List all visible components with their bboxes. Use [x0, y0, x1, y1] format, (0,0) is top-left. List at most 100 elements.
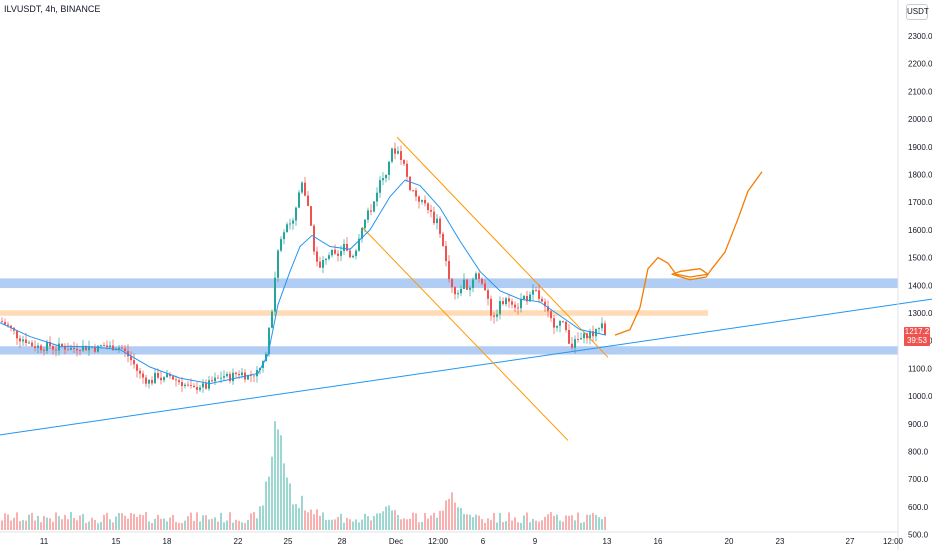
- volume-bar: [331, 519, 333, 530]
- volume-bar: [133, 513, 135, 530]
- volume-bar: [37, 515, 39, 530]
- volume-bar: [64, 514, 66, 530]
- volume-bar: [103, 514, 105, 530]
- last-price-tag: 1217.2 39:53: [904, 327, 930, 346]
- candle-body: [538, 290, 540, 299]
- candle-body: [226, 373, 228, 377]
- volume-bar: [208, 519, 210, 530]
- candle-body: [217, 377, 219, 379]
- channel-lower-line: [361, 226, 569, 441]
- volume-bar: [283, 463, 285, 530]
- candle-body: [169, 373, 171, 377]
- candle-body: [490, 298, 492, 316]
- volume-bar: [436, 517, 438, 530]
- candle-layer: [1, 142, 606, 394]
- price-tick-label: 2000.0: [908, 115, 932, 124]
- volume-bar: [22, 520, 24, 530]
- volume-bar: [598, 517, 600, 530]
- candle-body: [457, 293, 459, 295]
- time-tick-label: 28: [338, 537, 347, 546]
- volume-bar: [136, 517, 138, 530]
- candle-body: [160, 377, 162, 381]
- candle-body: [241, 372, 243, 376]
- candle-body: [436, 218, 438, 224]
- volume-bar: [565, 515, 567, 530]
- volume-bar: [271, 456, 273, 530]
- volume-bar: [211, 518, 213, 530]
- volume-bar: [106, 512, 108, 530]
- candle-body: [514, 304, 516, 308]
- candle-body: [574, 339, 576, 348]
- volume-bar: [142, 515, 144, 530]
- volume-bar: [526, 512, 528, 530]
- price-tick-label: 2300.0: [908, 32, 932, 41]
- candle-body: [211, 380, 213, 382]
- candle-body: [415, 190, 417, 197]
- candle-body: [70, 347, 72, 350]
- candle-body: [367, 210, 369, 220]
- candle-body: [190, 385, 192, 386]
- volume-bar: [109, 519, 111, 530]
- volume-bar: [412, 512, 414, 530]
- volume-bar: [466, 514, 468, 530]
- volume-bar: [511, 520, 513, 530]
- volume-layer: [1, 421, 606, 530]
- volume-bar: [328, 519, 330, 530]
- volume-bar: [169, 517, 171, 530]
- volume-bar: [577, 512, 579, 530]
- volume-bar: [301, 495, 303, 530]
- volume-bar: [574, 520, 576, 530]
- candle-body: [268, 327, 270, 354]
- volume-bar: [403, 518, 405, 530]
- volume-bar: [112, 522, 114, 530]
- candle-body: [313, 225, 315, 252]
- candle-body: [526, 295, 528, 302]
- candle-body: [40, 345, 42, 351]
- volume-bar: [151, 523, 153, 530]
- candle-body: [463, 279, 465, 289]
- candle-body: [604, 323, 606, 335]
- candle-body: [52, 346, 54, 350]
- currency-unit-button[interactable]: USDT: [906, 4, 929, 20]
- volume-bar: [361, 519, 363, 530]
- price-axis[interactable]: 2300.0 2200.0 2100.0 2000.0 1900.0 1800.0 1700…: [897, 0, 932, 550]
- price-tick-label: 1100.0: [908, 364, 932, 373]
- candle-body: [181, 382, 183, 387]
- volume-bar: [190, 512, 192, 530]
- time-tick-label: 23: [776, 537, 785, 546]
- volume-bar: [457, 507, 459, 530]
- volume-bar: [556, 514, 558, 530]
- volume-bar: [337, 516, 339, 530]
- volume-bar: [79, 515, 81, 530]
- candle-body: [325, 258, 327, 261]
- volume-bar: [247, 519, 249, 530]
- volume-bar: [505, 521, 507, 530]
- time-tick-label: 22: [234, 537, 243, 546]
- candle-body: [493, 315, 495, 317]
- candle-body: [205, 383, 207, 389]
- time-tick-label: 9: [533, 537, 538, 546]
- volume-bar: [364, 513, 366, 530]
- candle-body: [421, 199, 423, 202]
- volume-bar: [508, 512, 510, 530]
- volume-bar: [274, 421, 276, 530]
- time-axis[interactable]: 11 15 18 22 25 28 Dec 12:00 6 9 13 16 20 23 27 12:00: [0, 531, 904, 546]
- volume-bar: [433, 512, 435, 530]
- candle-body: [484, 283, 486, 291]
- price-tick-label: 2100.0: [908, 87, 932, 96]
- volume-bar: [460, 508, 462, 530]
- volume-bar: [484, 522, 486, 530]
- candle-body: [475, 273, 477, 280]
- volume-bar: [49, 518, 51, 530]
- candle-body: [22, 339, 24, 342]
- candle-body: [184, 384, 186, 387]
- candle-body: [67, 349, 69, 351]
- candle-body: [1, 321, 3, 323]
- volume-bar: [52, 521, 54, 530]
- volume-bar: [595, 514, 597, 530]
- volume-bar: [121, 513, 123, 530]
- volume-bar: [205, 515, 207, 530]
- candle-body: [559, 321, 561, 326]
